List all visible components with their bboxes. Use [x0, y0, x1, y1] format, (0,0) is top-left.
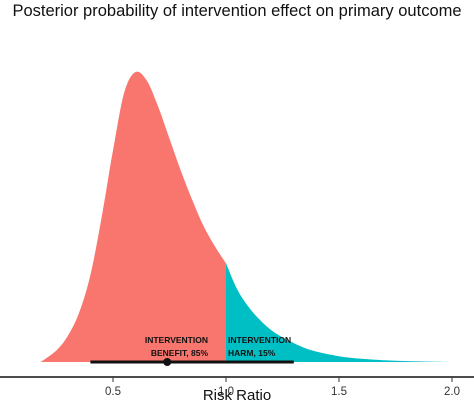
harm-label-line-2: HARM, 15% — [228, 348, 276, 358]
x-axis: 0.5 1.0 1.5 2.0 — [0, 376, 474, 398]
x-tick-label: 1.0 — [218, 386, 234, 398]
benefit-label-line-1: INTERVENTION — [145, 335, 208, 345]
region-annotations: INTERVENTION BENEFIT, 85% INTERVENTION HARM… — [145, 335, 291, 358]
chart-title: Posterior probability of intervention ef… — [12, 2, 462, 20]
benefit-label-line-2: BENEFIT, 85% — [151, 348, 209, 358]
x-tick-label: 2.0 — [444, 386, 460, 398]
x-axis-label: Risk Ratio — [202, 387, 272, 404]
x-tick-label: 1.5 — [331, 386, 347, 398]
harm-density-area — [226, 263, 452, 362]
x-tick-label: 0.5 — [105, 386, 121, 398]
point-estimate-marker — [163, 358, 172, 366]
harm-label-line-1: INTERVENTION — [228, 335, 291, 345]
benefit-density-area — [40, 71, 227, 362]
density-areas — [40, 71, 452, 362]
credible-interval — [90, 358, 294, 366]
